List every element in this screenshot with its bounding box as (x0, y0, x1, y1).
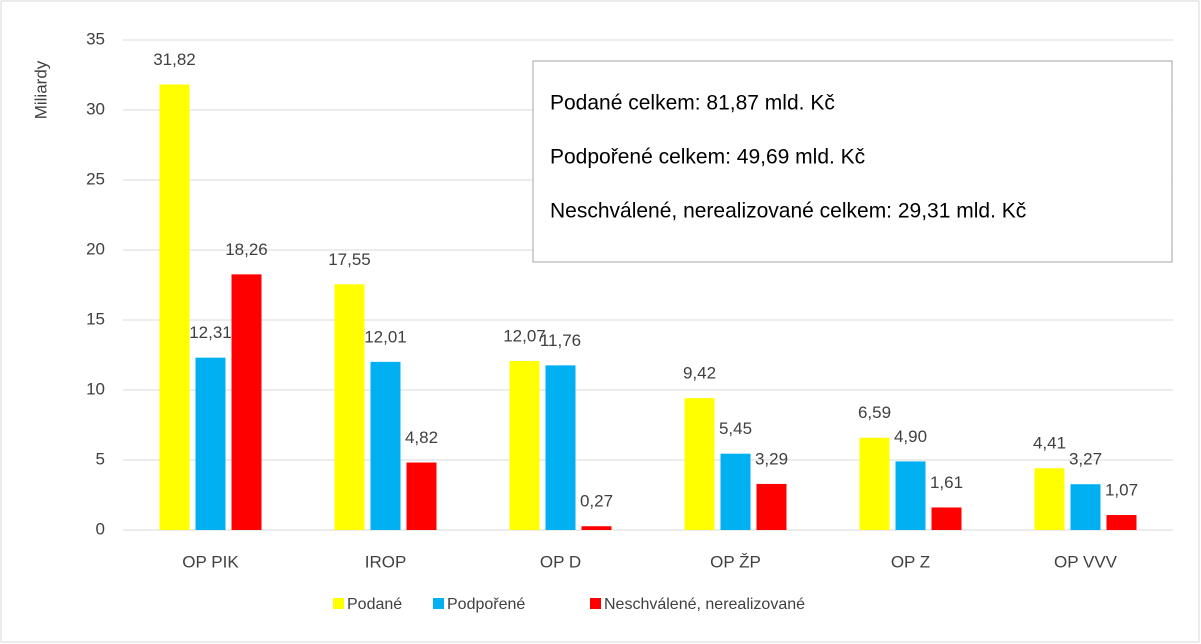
bar (231, 274, 262, 530)
legend-swatch (333, 598, 344, 609)
value-label: 12,31 (189, 323, 232, 342)
value-label: 6,59 (858, 403, 891, 422)
bar (1070, 484, 1101, 530)
value-label: 4,82 (405, 428, 438, 447)
value-label: 1,07 (1105, 481, 1138, 500)
bar (509, 361, 540, 530)
value-label: 0,27 (580, 492, 613, 511)
x-tick-label: OP VVV (1054, 552, 1118, 571)
value-label: 1,61 (930, 473, 963, 492)
bar (1034, 468, 1065, 530)
y-tick-label: 0 (96, 519, 105, 538)
y-axis-label: Miliardy (31, 60, 50, 119)
value-label: 4,90 (894, 427, 927, 446)
y-tick-label: 35 (86, 29, 105, 48)
y-tick-label: 5 (96, 449, 105, 468)
x-tick-label: IROP (365, 552, 407, 571)
y-tick-label: 15 (86, 309, 105, 328)
value-label: 12,07 (503, 327, 546, 346)
x-tick-label: OP ŽP (710, 552, 761, 571)
annotation: Podpořené celkem: 49,69 mld. Kč (550, 146, 865, 169)
bar (756, 483, 787, 530)
bar (545, 365, 576, 530)
value-label: 5,45 (719, 419, 752, 438)
bar (159, 84, 190, 531)
bar (720, 453, 751, 530)
bar (1106, 515, 1137, 530)
value-label: 11,76 (540, 331, 581, 350)
value-label: 3,27 (1069, 450, 1102, 469)
y-tick-label: 30 (86, 99, 105, 118)
value-label: 18,26 (225, 240, 268, 259)
bar (931, 507, 962, 530)
y-tick-label: 20 (86, 239, 105, 258)
annotation-box (532, 60, 1173, 263)
y-tick-label: 25 (86, 169, 105, 188)
legend-swatch (590, 598, 601, 609)
bar (370, 361, 401, 530)
bar (895, 461, 926, 530)
x-tick-label: OP D (540, 552, 581, 571)
annotation: Neschválené, nerealizované celkem: 29,31… (550, 200, 1026, 223)
annotation: Podané celkem: 81,87 mld. Kč (550, 92, 835, 115)
value-label: 3,29 (755, 449, 788, 468)
x-tick-label: OP Z (891, 552, 930, 571)
value-label: 9,42 (683, 364, 716, 383)
y-tick-label: 10 (86, 379, 105, 398)
bar (684, 398, 715, 530)
value-label: 31,82 (153, 50, 196, 69)
bar (195, 357, 226, 530)
x-tick-label: OP PIK (182, 552, 239, 571)
bar (581, 526, 612, 530)
value-label: 12,01 (364, 327, 407, 346)
legend-label: Neschválené, nerealizované (604, 596, 805, 613)
bar (406, 462, 437, 530)
legend-swatch (433, 598, 444, 609)
value-label: 4,41 (1033, 434, 1066, 453)
bar (334, 284, 365, 530)
legend-label: Podané (347, 596, 402, 613)
bar (859, 437, 890, 530)
legend-label: Podpořené (447, 596, 525, 613)
value-label: 17,55 (328, 250, 371, 269)
